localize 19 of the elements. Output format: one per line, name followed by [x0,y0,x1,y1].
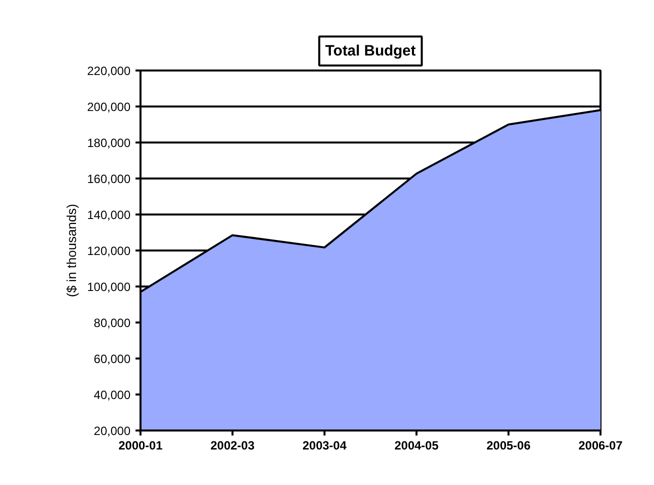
y-tick-label: 160,000 [87,172,131,186]
y-tick-label: 60,000 [94,352,131,366]
y-tick-label: 20,000 [94,424,131,438]
y-tick-label: 200,000 [87,100,131,114]
y-tick-label: 220,000 [87,64,131,78]
y-tick-label: 140,000 [87,208,131,222]
x-tick-label: 2006-07 [578,438,623,452]
x-tick-label: 2004-05 [394,438,439,452]
x-tick-label: 2003-04 [302,438,347,452]
y-tick-label: 120,000 [87,244,131,258]
y-axis-title: ($ in thousands) [64,204,80,298]
x-tick-label: 2005-06 [486,438,531,452]
y-tick-label: 40,000 [94,388,131,402]
y-tick-label: 80,000 [94,316,131,330]
x-tick-label: 2000-01 [118,438,163,452]
chart-title: Total Budget [325,42,416,60]
y-tick-label: 100,000 [87,280,131,294]
y-tick-label: 180,000 [87,136,131,150]
x-tick-label: 2002-03 [210,438,255,452]
